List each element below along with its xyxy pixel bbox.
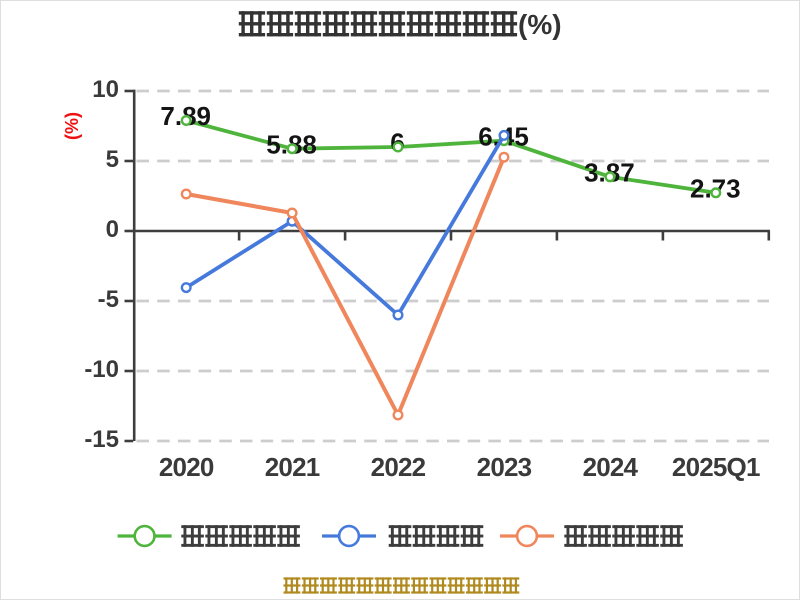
svg-text:(%): (%) (518, 9, 562, 40)
svg-text:5: 5 (106, 146, 119, 173)
svg-text:2025Q1: 2025Q1 (672, 452, 760, 482)
svg-text:-15: -15 (84, 426, 119, 453)
svg-text:-5: -5 (98, 286, 119, 313)
svg-text:-10: -10 (84, 356, 119, 383)
svg-text:(%): (%) (62, 112, 82, 140)
svg-text:2024: 2024 (583, 452, 639, 482)
svg-text:2021: 2021 (265, 452, 320, 482)
svg-text:2023: 2023 (477, 452, 532, 482)
svg-text:0: 0 (106, 216, 119, 243)
svg-text:2022: 2022 (371, 452, 426, 482)
svg-text:2020: 2020 (159, 452, 214, 482)
svg-text:10: 10 (92, 76, 119, 103)
